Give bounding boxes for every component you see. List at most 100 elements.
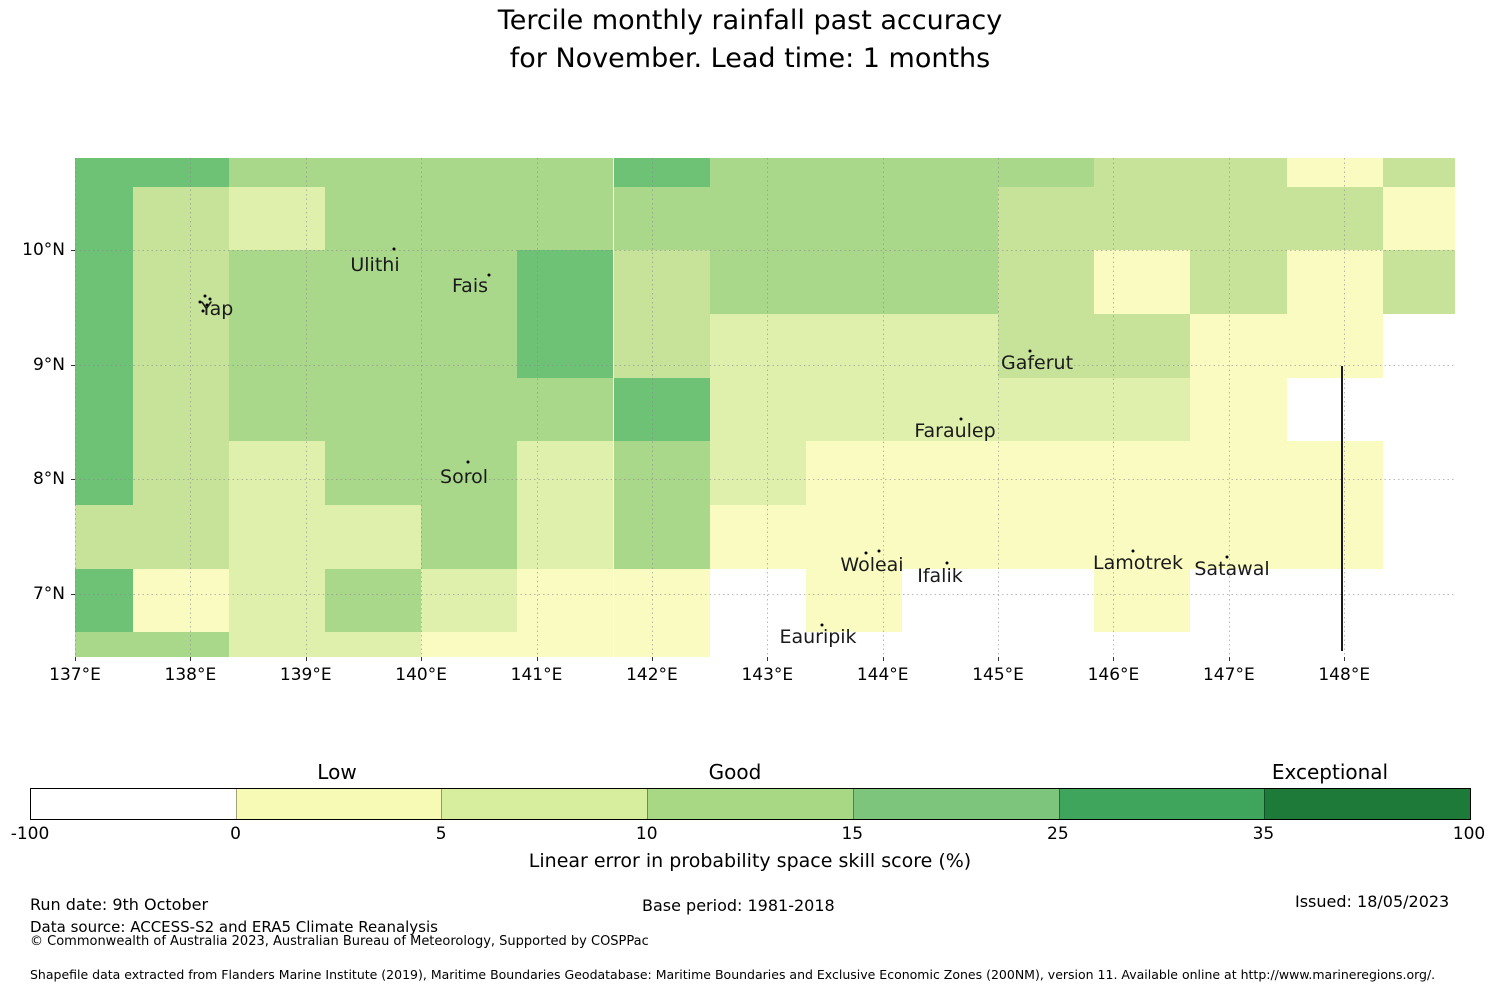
map-cell — [901, 504, 999, 569]
map-cell — [421, 504, 518, 569]
issued-text: Issued: 18/05/2023 — [1295, 892, 1450, 911]
map-cell — [1286, 158, 1383, 187]
map-cell — [901, 186, 999, 251]
x-tick-label: 144°E — [856, 665, 909, 685]
map-cell — [1286, 504, 1383, 569]
x-tick-label: 143°E — [741, 665, 794, 685]
map-cell — [709, 632, 806, 657]
map-cell — [1286, 314, 1383, 378]
gridline-vertical — [75, 158, 76, 657]
map-area: Yap Ulithi Fais Gaferut Faraulep Sorol Woleai I… — [75, 158, 1455, 657]
island-label: Ulithi — [350, 254, 400, 276]
map-cell — [1286, 186, 1383, 251]
island-label: Yap — [200, 298, 234, 320]
map-cell — [613, 504, 710, 569]
map-cell — [325, 158, 422, 187]
map-cell — [805, 504, 902, 569]
x-tick-label: 141°E — [510, 665, 563, 685]
map-cell — [325, 632, 422, 657]
map-cell — [901, 314, 999, 378]
island-label: Lamotrek — [1093, 552, 1183, 574]
x-tick-label: 148°E — [1318, 665, 1371, 685]
colorbar-segment — [647, 789, 853, 819]
map-cell — [75, 504, 133, 569]
map-cell — [613, 568, 710, 633]
x-tick-label: 138°E — [164, 665, 217, 685]
colorbar-segment — [852, 789, 1059, 819]
map-cell — [228, 632, 326, 657]
map-cell — [998, 632, 1095, 657]
map-cell — [998, 568, 1095, 633]
map-cell — [517, 632, 614, 657]
island-marker-dot — [203, 294, 207, 298]
map-cell — [1286, 377, 1383, 442]
map-cell — [1382, 158, 1455, 187]
map-cell — [517, 186, 614, 251]
y-tick-label: 8°N — [32, 469, 65, 490]
map-cell — [1382, 632, 1455, 657]
map-cell — [1190, 250, 1287, 315]
map-cell — [1190, 632, 1287, 657]
island-marker-dot — [466, 460, 470, 464]
colorbar-tick-label: 15 — [841, 824, 864, 844]
colorbar-category-label: Exceptional — [1271, 760, 1389, 784]
gridline-vertical — [1344, 158, 1346, 657]
island-marker-dot — [1131, 549, 1135, 553]
map-cell — [325, 441, 422, 505]
x-tick-mark — [998, 657, 1000, 661]
map-cell — [421, 186, 518, 251]
gridline-vertical — [305, 158, 307, 657]
map-cell — [1286, 441, 1383, 505]
map-cell — [613, 186, 710, 251]
map-cell — [421, 377, 518, 442]
x-tick-mark — [1228, 657, 1230, 661]
eez-boundary-line — [1341, 366, 1343, 651]
island-marker-dot — [487, 273, 491, 277]
map-cell — [132, 250, 229, 315]
map-cell — [709, 377, 806, 442]
map-cell — [1190, 504, 1287, 569]
colorbar-tick-label: 0 — [230, 824, 241, 844]
map-cell — [901, 441, 999, 505]
map-cell — [1286, 568, 1383, 633]
colorbar-tick-label: 25 — [1047, 824, 1069, 844]
map-cell — [998, 186, 1095, 251]
island-marker-dot — [201, 309, 205, 313]
colorbar-segment — [441, 789, 648, 819]
map-cell — [228, 504, 326, 569]
gridline-horizontal — [75, 250, 1455, 252]
chart-title-line1: Tercile monthly rainfall past accuracy — [497, 5, 1003, 36]
map-cell — [421, 250, 518, 315]
map-cell — [228, 158, 326, 187]
map-cell — [75, 377, 133, 442]
colorbar-caption: Linear error in probability space skill … — [528, 850, 972, 872]
gridline-vertical — [767, 158, 769, 657]
island-marker-dot — [198, 300, 202, 304]
x-tick-mark — [767, 657, 769, 661]
map-cell — [1382, 250, 1455, 315]
x-tick-mark — [1344, 657, 1346, 661]
map-cell — [613, 377, 710, 442]
map-cell — [75, 250, 133, 315]
map-cell — [901, 250, 999, 315]
map-cell — [1286, 250, 1383, 315]
map-cell — [805, 632, 902, 657]
run-date-text: Run date: 9th October — [30, 895, 209, 914]
x-tick-mark — [651, 657, 653, 661]
gridline-vertical — [998, 158, 1000, 657]
map-cell — [1094, 158, 1191, 187]
x-tick-label: 137°E — [49, 665, 101, 685]
map-cell — [132, 186, 229, 251]
x-tick-label: 147°E — [1202, 665, 1255, 685]
map-cell — [998, 441, 1095, 505]
map-cell — [75, 314, 133, 378]
colorbar-tick-label: 10 — [635, 824, 658, 844]
map-cell — [998, 250, 1095, 315]
island-label: Woleai — [840, 554, 904, 576]
map-cell — [421, 441, 518, 505]
gridline-horizontal — [75, 479, 1455, 481]
gridline-vertical — [882, 158, 884, 657]
island-marker-dot — [945, 561, 949, 565]
map-cell — [132, 632, 229, 657]
